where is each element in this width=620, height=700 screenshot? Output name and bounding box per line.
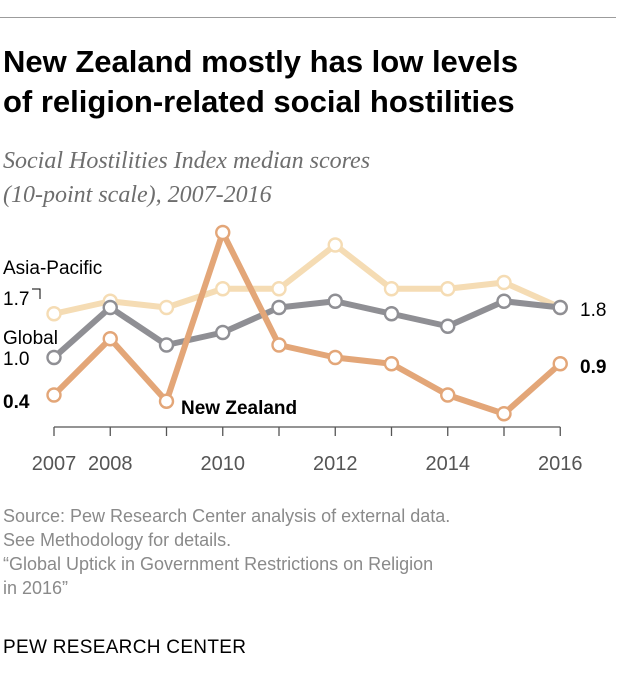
source-line-4: in 2016” <box>3 578 69 598</box>
x-tick-label-2007: 2007 <box>32 453 77 475</box>
global-point-2013 <box>383 306 400 322</box>
asia-pacific-label-leader <box>32 288 41 299</box>
new_zealand-point-2009 <box>158 393 175 409</box>
chart-title-line-1: New Zealand mostly has low levels <box>3 44 519 79</box>
global-line <box>51 298 564 361</box>
x-tick-label-2008: 2008 <box>88 453 133 475</box>
end-value-asia-pacific: 1.8 <box>580 300 606 321</box>
new_zealand-point-2015 <box>496 406 512 422</box>
new_zealand-point-2016 <box>552 356 568 372</box>
global-point-2016 <box>552 299 568 316</box>
x-axis: 2007 2008 2010 2012 2014 2016 <box>32 426 583 475</box>
new_zealand-point-2012 <box>327 349 343 366</box>
line-chart: 2007 2008 2010 2012 2014 2016 Asia-Pacific 1.7… <box>3 224 606 475</box>
global-point-2009 <box>158 337 175 353</box>
asia_pacific-point-2010 <box>215 281 231 297</box>
chart-subtitle: Social Hostilities Index median scores (… <box>3 144 603 212</box>
asia_pacific-point-2013 <box>383 281 400 297</box>
x-tick-label-2016: 2016 <box>538 453 583 475</box>
asia_pacific-point-2011 <box>271 281 287 297</box>
asia_pacific-point-2012 <box>327 237 343 253</box>
global-point-2007 <box>46 349 62 366</box>
x-tick-label-2014: 2014 <box>426 453 471 475</box>
new_zealand-point-2013 <box>383 356 400 372</box>
global-point-2010 <box>215 324 231 341</box>
x-tick-label-2012: 2012 <box>313 453 358 475</box>
chart-title: New Zealand mostly has low levels of rel… <box>3 42 603 122</box>
new_zealand-point-2011 <box>271 337 287 353</box>
new_zealand-point-2010 <box>215 224 231 241</box>
asia_pacific-point-2009 <box>158 299 175 316</box>
start-value-new-zealand: 0.4 <box>3 392 30 413</box>
asia_pacific-line <box>51 242 564 317</box>
global-point-2015 <box>496 293 512 309</box>
source-line-1: Source: Pew Research Center analysis of … <box>3 506 451 526</box>
series-label-new-zealand: New Zealand <box>181 398 297 419</box>
chart-subtitle-line-2: (10-point scale), 2007-2016 <box>3 182 272 208</box>
new_zealand-line <box>51 229 564 417</box>
asia_pacific-point-2015 <box>496 274 512 291</box>
chart-title-line-2: of religion-related social hostilities <box>3 84 515 119</box>
asia_pacific-point-2007 <box>46 306 62 322</box>
global-point-2008 <box>102 299 118 316</box>
x-tick-label-2010: 2010 <box>201 453 246 475</box>
series-layer <box>46 224 568 422</box>
start-value-global: 1.0 <box>3 349 29 370</box>
global-point-2012 <box>327 293 343 309</box>
source-line-3: “Global Uptick in Government Restriction… <box>3 554 434 574</box>
top-rule <box>0 17 616 18</box>
start-value-asia-pacific: 1.7 <box>3 289 29 310</box>
new_zealand-point-2008 <box>102 331 118 347</box>
new_zealand-point-2014 <box>440 387 456 403</box>
new_zealand-point-2007 <box>46 387 62 403</box>
source-note: Source: Pew Research Center analysis of … <box>3 504 603 600</box>
source-line-2: See Methodology for details. <box>3 530 232 550</box>
global-point-2014 <box>440 318 456 334</box>
series-label-global: Global <box>3 328 58 349</box>
end-value-new-zealand: 0.9 <box>580 357 606 378</box>
asia_pacific-point-2014 <box>440 281 456 297</box>
series-label-asia-pacific: Asia-Pacific <box>3 258 102 279</box>
chart-subtitle-line-1: Social Hostilities Index median scores <box>3 148 371 174</box>
global-point-2011 <box>271 299 287 316</box>
pew-logo-text: PEW RESEARCH CENTER <box>3 637 247 658</box>
